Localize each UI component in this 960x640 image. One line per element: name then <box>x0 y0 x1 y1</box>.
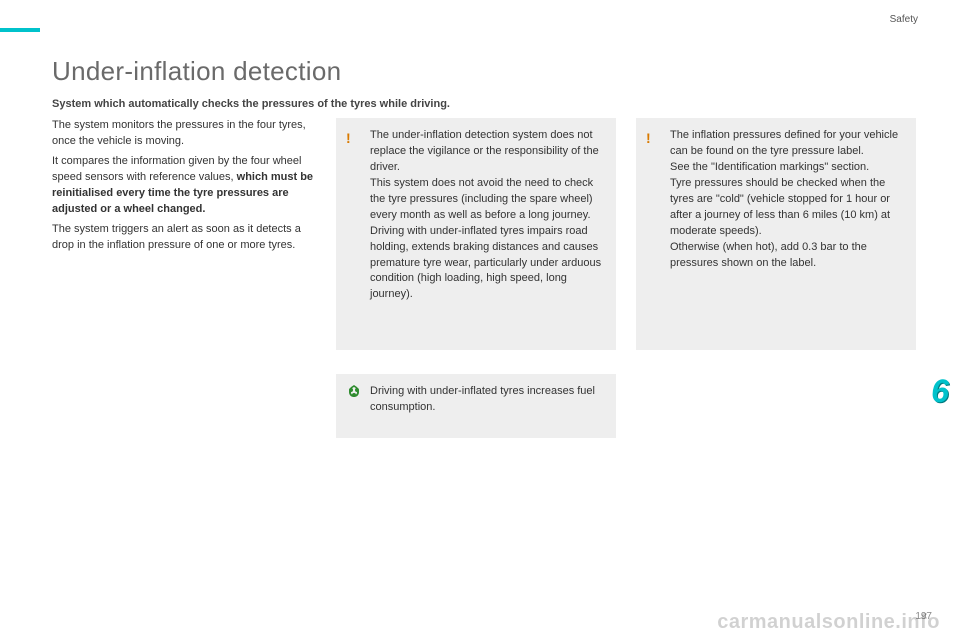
watermark: carmanualsonline.info <box>717 611 940 634</box>
warning-box-2-text: The inflation pressures defined for your… <box>670 128 904 271</box>
accent-bar <box>0 28 40 32</box>
eco-box-text: Driving with under-inflated tyres increa… <box>370 384 604 416</box>
eco-box: Driving with under-inflated tyres increa… <box>336 374 616 438</box>
page-subtitle: System which automatically checks the pr… <box>52 98 450 110</box>
section-label: Safety <box>890 14 918 25</box>
intro-p3: The system triggers an alert as soon as … <box>52 222 317 254</box>
intro-p1: The system monitors the pressures in the… <box>52 118 317 150</box>
intro-column: The system monitors the pressures in the… <box>52 118 317 258</box>
warning-icon: ! <box>346 128 351 148</box>
eco-icon <box>346 384 362 400</box>
warning-box-1: ! The under-inflation detection system d… <box>336 118 616 350</box>
warning-icon: ! <box>646 128 651 148</box>
chapter-number: 6 <box>920 366 960 416</box>
intro-p2: It compares the information given by the… <box>52 154 317 218</box>
page-title: Under-inflation detection <box>52 56 341 87</box>
chapter-tab: 6 <box>920 366 960 416</box>
warning-box-2: ! The inflation pressures defined for yo… <box>636 118 916 350</box>
warning-box-1-text: The under-inflation detection system doe… <box>370 128 604 303</box>
